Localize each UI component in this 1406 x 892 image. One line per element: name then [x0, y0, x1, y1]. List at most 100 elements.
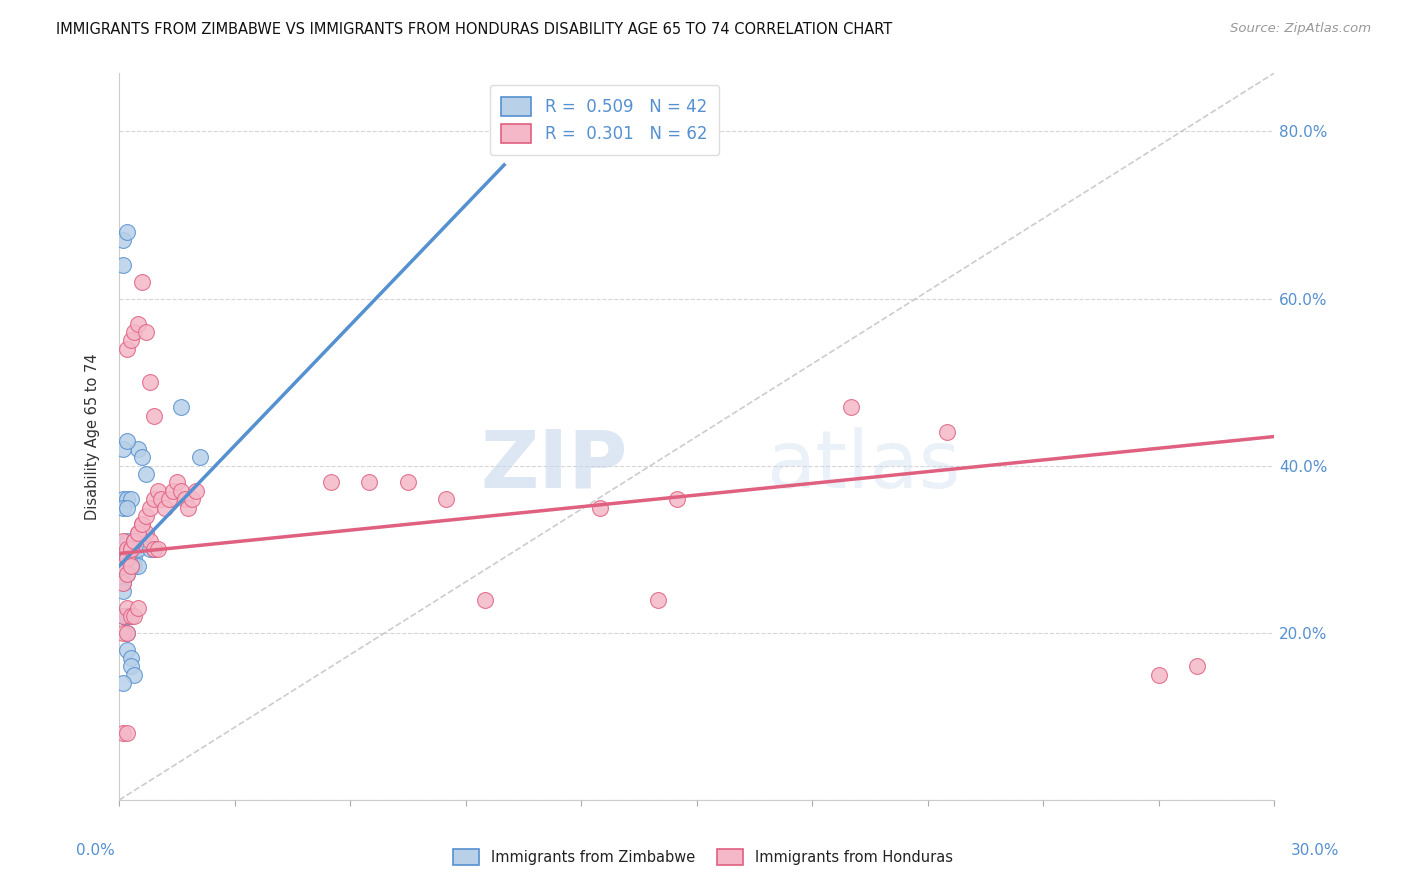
Point	[146, 483, 169, 498]
Point	[115, 500, 138, 515]
Point	[115, 726, 138, 740]
Point	[124, 667, 146, 681]
Point	[166, 475, 188, 490]
Point	[647, 592, 669, 607]
Point	[120, 609, 142, 624]
Point	[589, 500, 612, 515]
Point	[135, 325, 157, 339]
Point	[111, 626, 134, 640]
Point	[115, 626, 138, 640]
Point	[111, 559, 134, 574]
Point	[115, 342, 138, 356]
Point	[115, 542, 138, 557]
Point	[120, 609, 142, 624]
Point	[111, 492, 134, 507]
Point	[127, 559, 149, 574]
Point	[146, 542, 169, 557]
Point	[169, 483, 191, 498]
Point	[115, 567, 138, 582]
Point	[115, 600, 138, 615]
Point	[139, 375, 162, 389]
Point	[139, 500, 162, 515]
Point	[120, 334, 142, 348]
Point	[120, 542, 142, 557]
Point	[111, 559, 134, 574]
Point	[135, 467, 157, 482]
Point	[111, 575, 134, 590]
Point	[142, 409, 165, 423]
Point	[111, 609, 134, 624]
Point	[666, 492, 689, 507]
Point	[124, 534, 146, 549]
Point	[120, 651, 142, 665]
Point	[115, 550, 138, 565]
Point	[135, 508, 157, 523]
Point	[434, 492, 457, 507]
Point	[127, 525, 149, 540]
Point	[181, 492, 204, 507]
Point	[124, 325, 146, 339]
Point	[131, 517, 153, 532]
Point	[396, 475, 419, 490]
Text: IMMIGRANTS FROM ZIMBABWE VS IMMIGRANTS FROM HONDURAS DISABILITY AGE 65 TO 74 COR: IMMIGRANTS FROM ZIMBABWE VS IMMIGRANTS F…	[56, 22, 893, 37]
Point	[120, 659, 142, 673]
Point	[111, 609, 134, 624]
Point	[111, 258, 134, 272]
Point	[115, 534, 138, 549]
Point	[319, 475, 342, 490]
Point	[162, 483, 184, 498]
Point	[120, 492, 142, 507]
Point	[115, 626, 138, 640]
Point	[142, 542, 165, 557]
Point	[120, 559, 142, 574]
Point	[135, 525, 157, 540]
Legend: Immigrants from Zimbabwe, Immigrants from Honduras: Immigrants from Zimbabwe, Immigrants fro…	[447, 843, 959, 871]
Point	[142, 492, 165, 507]
Point	[131, 450, 153, 465]
Text: atlas: atlas	[766, 426, 960, 505]
Point	[936, 425, 959, 440]
Point	[120, 559, 142, 574]
Point	[139, 534, 162, 549]
Point	[839, 401, 862, 415]
Point	[184, 483, 207, 498]
Point	[124, 609, 146, 624]
Point	[359, 475, 381, 490]
Legend: R =  0.509   N = 42, R =  0.301   N = 62: R = 0.509 N = 42, R = 0.301 N = 62	[489, 85, 718, 155]
Point	[127, 442, 149, 456]
Point	[157, 492, 180, 507]
Point	[111, 500, 134, 515]
Point	[127, 542, 149, 557]
Point	[131, 275, 153, 289]
Point	[115, 567, 138, 582]
Point	[150, 492, 173, 507]
Point	[120, 559, 142, 574]
Point	[474, 592, 496, 607]
Point	[188, 450, 211, 465]
Text: Source: ZipAtlas.com: Source: ZipAtlas.com	[1230, 22, 1371, 36]
Point	[111, 442, 134, 456]
Point	[111, 676, 134, 690]
Point	[142, 542, 165, 557]
Point	[111, 726, 134, 740]
Point	[111, 542, 134, 557]
Point	[115, 492, 138, 507]
Y-axis label: Disability Age 65 to 74: Disability Age 65 to 74	[86, 353, 100, 520]
Point	[111, 233, 134, 247]
Point	[1187, 659, 1209, 673]
Point	[120, 542, 142, 557]
Point	[115, 609, 138, 624]
Text: 0.0%: 0.0%	[76, 843, 115, 858]
Point	[111, 575, 134, 590]
Point	[173, 492, 195, 507]
Point	[124, 559, 146, 574]
Point	[1147, 667, 1170, 681]
Point	[120, 542, 142, 557]
Point	[127, 525, 149, 540]
Point	[177, 500, 200, 515]
Point	[127, 600, 149, 615]
Text: 30.0%: 30.0%	[1291, 843, 1339, 858]
Point	[120, 542, 142, 557]
Point	[115, 642, 138, 657]
Point	[115, 434, 138, 448]
